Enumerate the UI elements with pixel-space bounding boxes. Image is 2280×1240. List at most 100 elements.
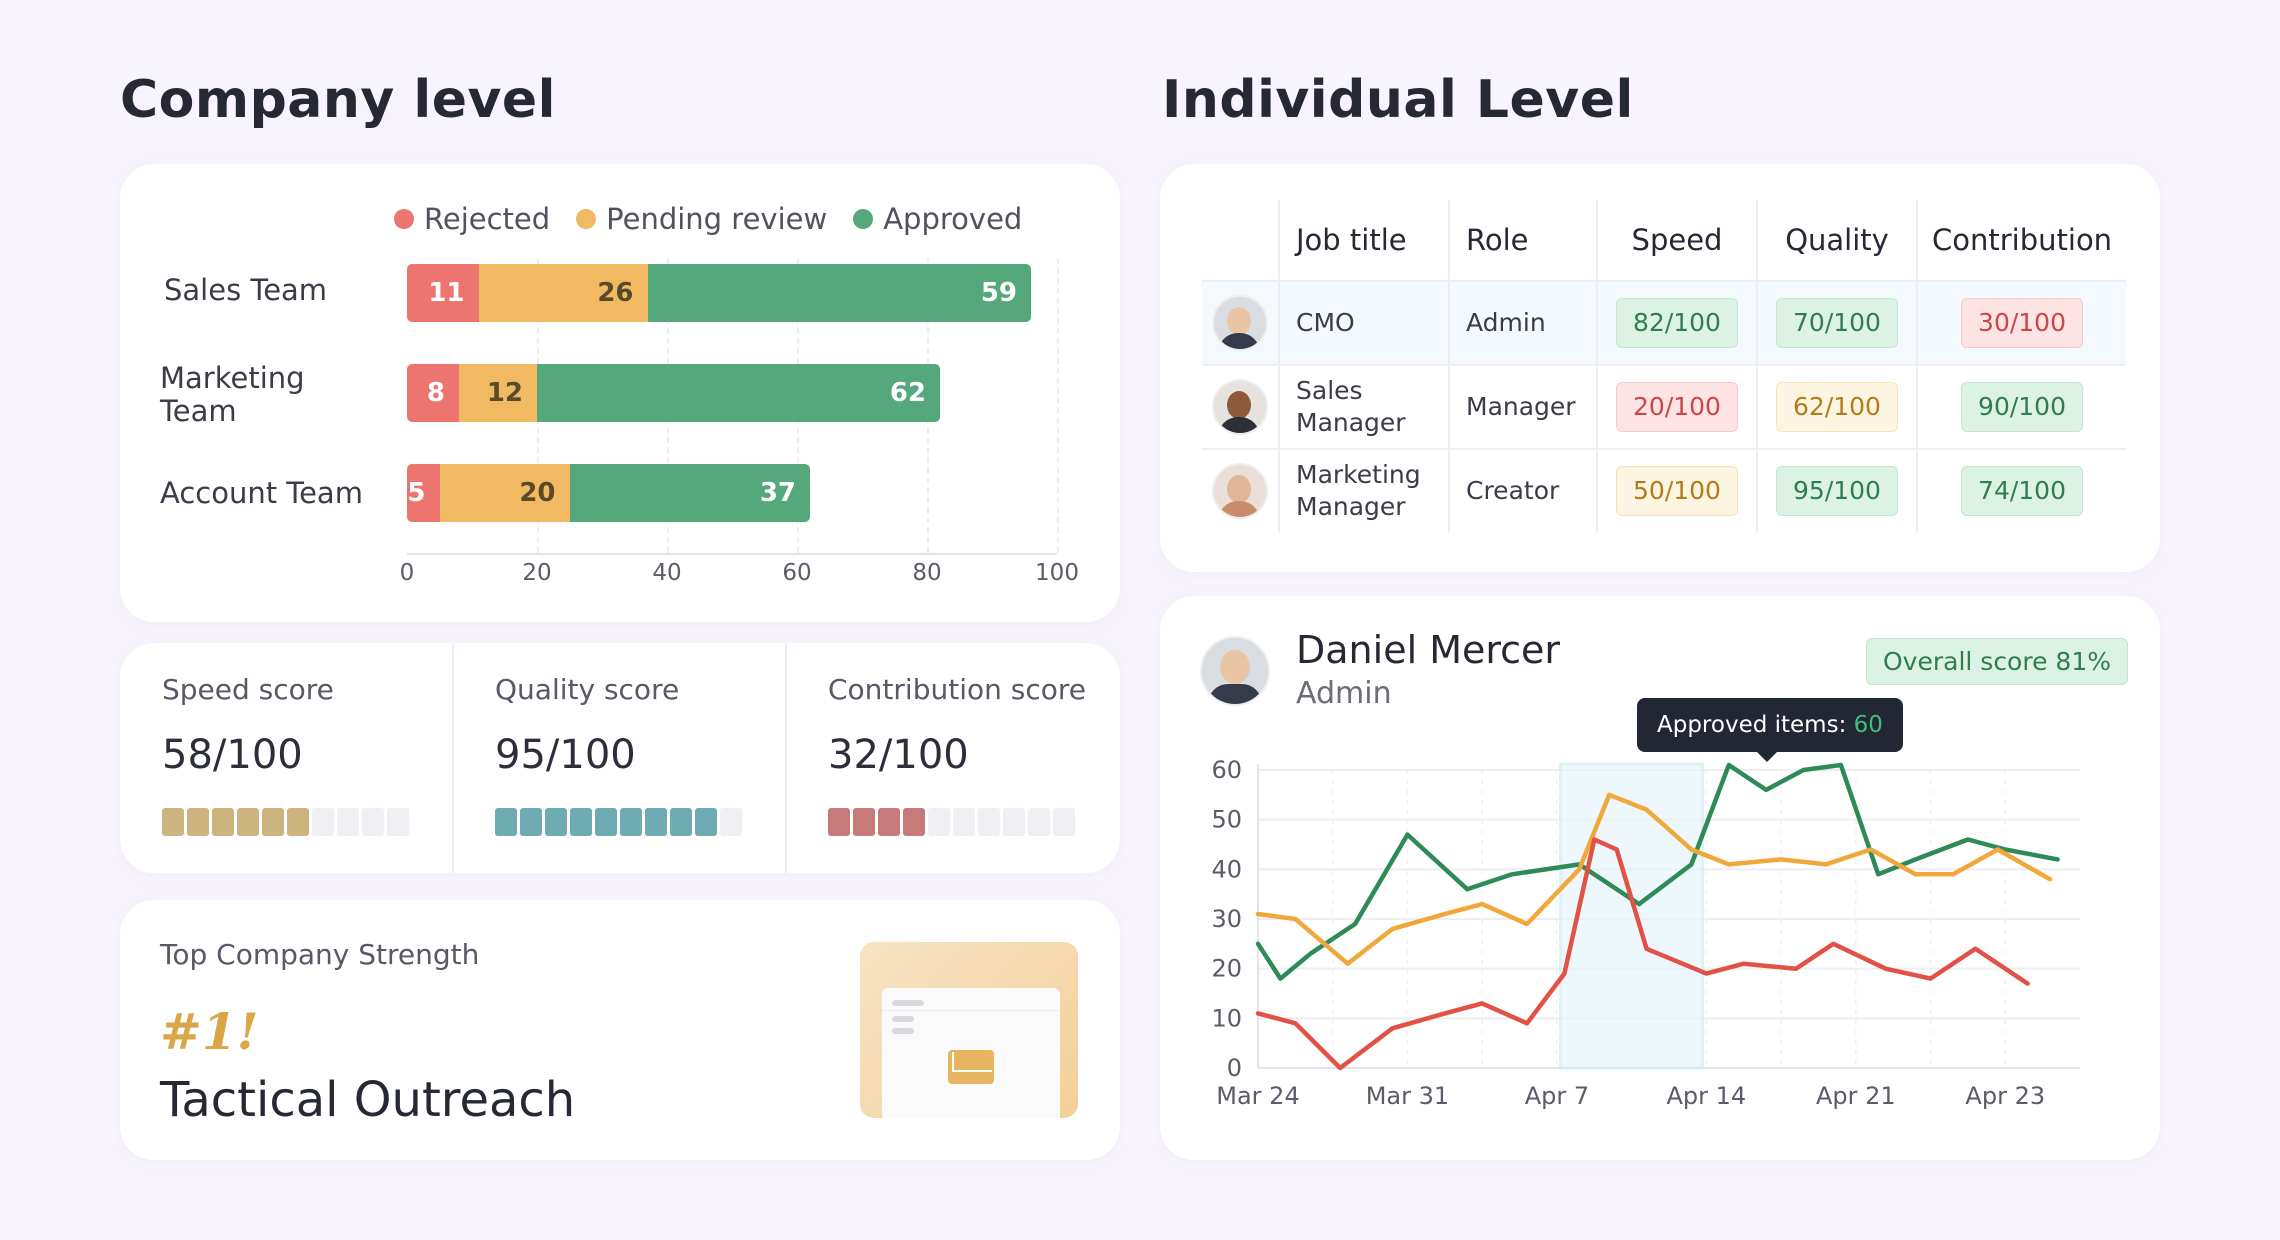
progress-segment-filled [212, 808, 234, 836]
progress-segment-empty [953, 808, 975, 836]
speed-score: Speed score 58/100 [162, 643, 409, 873]
column-header-quality[interactable]: Quality [1756, 200, 1917, 282]
job-title-cell: Marketing Manager [1278, 449, 1449, 532]
bar-segment-pending[interactable]: 26 [478, 264, 648, 322]
role-cell: Creator [1448, 449, 1597, 532]
score-progress-bar [495, 808, 742, 836]
score-number: 95 [495, 732, 546, 778]
email-window-illustration [882, 988, 1060, 1118]
column-header-contribution[interactable]: Contribution [1915, 200, 2127, 282]
progress-segment-empty [1028, 808, 1050, 836]
contribution-score-pill: 90/100 [1961, 382, 2083, 432]
bar-segment-pending[interactable]: 20 [439, 464, 570, 522]
bar-segment-rejected[interactable]: 8 [407, 364, 459, 422]
progress-segment-filled [520, 808, 542, 836]
table-row[interactable]: Marketing Manager Creator 50/100 95/100 … [1202, 449, 2127, 532]
score-title: Contribution score [828, 673, 1086, 706]
avatar [1212, 295, 1268, 351]
contribution-score: Contribution score 32/100 [828, 643, 1086, 873]
speed-score-pill: 50/100 [1616, 466, 1738, 516]
avatar-cell [1202, 281, 1279, 366]
contribution-score-pill: 30/100 [1961, 298, 2083, 348]
x-tick-label: Apr 21 [1816, 1082, 1896, 1110]
bar-value-label: 62 [889, 378, 926, 408]
progress-segment-filled [903, 808, 925, 836]
strength-title: Top Company Strength [160, 938, 480, 971]
progress-segment-filled [495, 808, 517, 836]
x-tick-label: Apr 7 [1525, 1082, 1589, 1110]
avatar-body [1208, 684, 1262, 704]
table-row[interactable]: Sales Manager Manager 20/100 62/100 90/1… [1202, 365, 2127, 450]
role-cell: Manager [1448, 365, 1597, 450]
score-max: /100 [545, 732, 636, 778]
person-role: Admin [1296, 676, 1392, 711]
column-header-speed[interactable]: Speed [1596, 200, 1757, 282]
bar-row-marketing[interactable]: 8 12 62 [407, 364, 940, 422]
avatar-face [1227, 475, 1251, 503]
contribution-cell: 90/100 [1915, 365, 2127, 450]
strength-rank: #1! [160, 1002, 259, 1061]
score-progress-bar [828, 808, 1086, 836]
progress-segment-filled [237, 808, 259, 836]
score-divider [785, 643, 787, 873]
score-value: 32/100 [828, 732, 1086, 778]
progress-segment-filled [570, 808, 592, 836]
quality-score: Quality score 95/100 [495, 643, 742, 873]
legend-dot-rejected [394, 209, 414, 229]
bar-value-label: 12 [486, 378, 523, 408]
progress-segment-empty [1003, 808, 1025, 836]
x-tick-label: 80 [912, 560, 942, 586]
column-header-role[interactable]: Role [1448, 200, 1597, 282]
quality-score-pill: 62/100 [1776, 382, 1898, 432]
table-row[interactable]: CMO Admin 82/100 70/100 30/100 [1202, 281, 2127, 366]
legend-dot-pending [576, 209, 597, 229]
contribution-score-pill: 74/100 [1961, 466, 2083, 516]
legend-label: Rejected [424, 202, 551, 236]
progress-segment-empty [1053, 808, 1075, 836]
progress-segment-filled [695, 808, 717, 836]
progress-segment-filled [262, 808, 284, 836]
series-line-0 [1255, 762, 2060, 981]
avatar-cell [1202, 449, 1279, 532]
score-max: /100 [212, 732, 303, 778]
speed-score-pill: 82/100 [1616, 298, 1738, 348]
x-tick-label: 40 [652, 560, 682, 586]
avatar-body [1218, 417, 1260, 433]
team-label-marketing: Marketing Team [160, 361, 305, 428]
progress-segment-filled [287, 808, 309, 836]
tooltip-label: Approved items: [1657, 712, 1854, 738]
bar-segment-pending[interactable]: 12 [459, 364, 537, 422]
column-header-job-title[interactable]: Job title [1278, 200, 1449, 282]
tooltip-value: 60 [1853, 712, 1883, 738]
quality-score-pill: 70/100 [1776, 298, 1898, 348]
email-thumbnail [860, 942, 1078, 1118]
person-avatar [1200, 636, 1270, 706]
y-tick-label: 60 [1211, 756, 1242, 784]
y-tick-label: 0 [1227, 1054, 1242, 1082]
progress-segment-filled [670, 808, 692, 836]
bar-row-account[interactable]: 5 20 37 [407, 464, 810, 522]
progress-segment-filled [187, 808, 209, 836]
series-line-2 [1255, 837, 2030, 1071]
company-level-title: Company level [120, 70, 556, 130]
bar-row-sales[interactable]: 11 26 59 [407, 264, 1031, 322]
bar-segment-rejected[interactable]: 5 [407, 464, 440, 522]
bar-segment-approved[interactable]: 62 [537, 364, 940, 422]
performance-line-chart[interactable]: 0 10 20 30 40 50 60 Mar 24 Mar 31 Apr 7 Apr 14 Apr… [1200, 740, 2140, 1130]
quality-score-pill: 95/100 [1776, 466, 1898, 516]
score-title: Quality score [495, 673, 680, 706]
bar-segment-approved[interactable]: 59 [647, 264, 1031, 322]
chart-tooltip: Approved items: 60 [1637, 698, 1903, 762]
progress-segment-filled [828, 808, 850, 836]
placeholder-line [892, 1000, 924, 1006]
progress-segment-empty [928, 808, 950, 836]
bar-segment-rejected[interactable]: 11 [407, 264, 479, 322]
legend-approved: Approved [853, 202, 1022, 236]
speed-cell: 50/100 [1596, 449, 1757, 532]
bar-segment-approved[interactable]: 37 [569, 464, 810, 522]
legend-pending: Pending review [576, 202, 827, 236]
avatar [1212, 379, 1268, 435]
score-value: 95/100 [495, 732, 742, 778]
bar-value-label: 20 [519, 478, 556, 508]
role-cell: Admin [1448, 281, 1597, 366]
